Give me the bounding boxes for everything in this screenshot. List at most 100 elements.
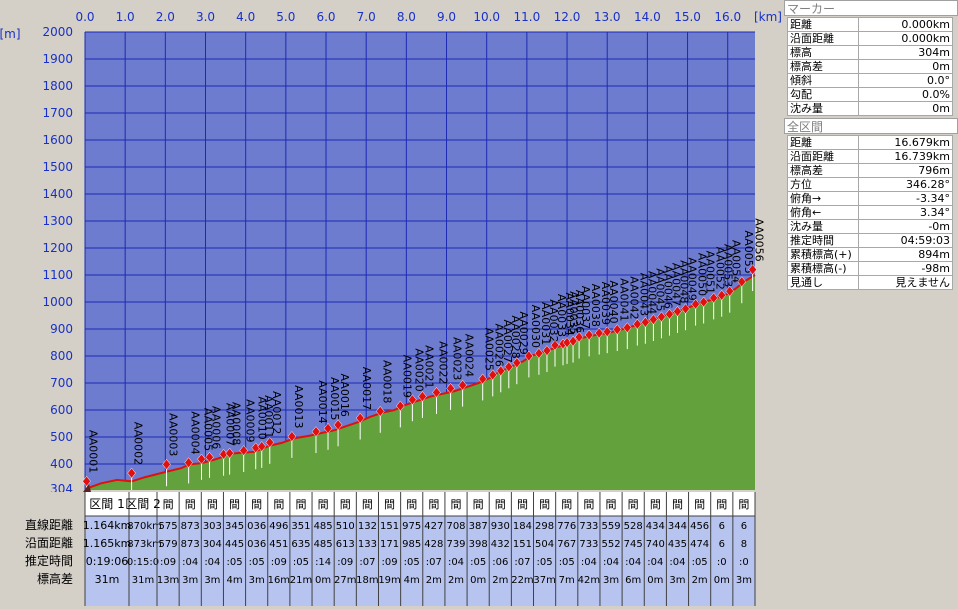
section-table-data-bg bbox=[85, 516, 755, 606]
waypoint-marker[interactable] bbox=[665, 308, 674, 320]
waypoint-marker[interactable] bbox=[432, 387, 441, 398]
total_panel-label: 標高差 bbox=[787, 163, 859, 178]
waypoint-marker[interactable] bbox=[641, 316, 650, 328]
marker-label: AA0003 bbox=[167, 413, 180, 456]
elevation-profile-svg[interactable]: 2000 1900 1800 1700 1600 1500 1400 1300 1200 1100… bbox=[0, 0, 783, 606]
waypoint-marker[interactable] bbox=[478, 373, 488, 385]
section-cell: :04 bbox=[581, 557, 597, 568]
marker-label: AA0052 bbox=[714, 247, 727, 290]
section-cell: 708 bbox=[446, 521, 465, 532]
section-cell: 22m bbox=[511, 575, 533, 586]
section-cell: 510 bbox=[336, 521, 355, 532]
waypoint-marker[interactable] bbox=[691, 298, 700, 310]
waypoint-marker[interactable] bbox=[594, 327, 604, 339]
waypoint-marker[interactable] bbox=[446, 382, 455, 394]
waypoint-marker[interactable] bbox=[622, 322, 632, 334]
waypoint-marker[interactable] bbox=[709, 292, 718, 304]
section-cell: 975 bbox=[402, 521, 421, 532]
waypoint-marker[interactable] bbox=[534, 347, 544, 359]
section-cell: 0m bbox=[315, 575, 331, 586]
waypoint-marker[interactable] bbox=[265, 436, 275, 448]
section-cell: :05 bbox=[692, 557, 708, 568]
waypoint-marker[interactable] bbox=[512, 357, 522, 369]
waypoint-marker[interactable] bbox=[496, 365, 506, 377]
profile-line bbox=[84, 274, 756, 491]
section-header: 間 bbox=[273, 498, 284, 511]
waypoint-marker[interactable] bbox=[333, 419, 343, 431]
marker_panel-value: 0.000km bbox=[858, 31, 953, 46]
waypoint-marker[interactable] bbox=[311, 426, 321, 438]
total_panel-label: 沿面距離 bbox=[787, 149, 859, 164]
total_panel-value: 16.739km bbox=[858, 149, 953, 164]
total_panel-value: 796m bbox=[858, 163, 953, 178]
waypoint-marker[interactable] bbox=[127, 467, 136, 479]
waypoint-marker[interactable] bbox=[408, 394, 417, 406]
section-row-label: 沿面距離 bbox=[25, 536, 73, 550]
waypoint-marker[interactable] bbox=[568, 335, 578, 347]
waypoint-marker[interactable] bbox=[162, 459, 171, 470]
waypoint-marker[interactable] bbox=[82, 475, 91, 487]
waypoint-marker[interactable] bbox=[418, 391, 427, 402]
elevation-profile-chart[interactable]: 2000 1900 1800 1700 1600 1500 1400 1300 1200 1100… bbox=[0, 0, 783, 606]
marker-label: AA0044 bbox=[645, 271, 658, 314]
section-cell: 21m bbox=[290, 575, 312, 586]
waypoint-marker[interactable] bbox=[748, 264, 757, 276]
waypoint-marker[interactable] bbox=[323, 422, 333, 434]
total_panel-value: -3.34° bbox=[858, 191, 953, 206]
waypoint-marker[interactable] bbox=[584, 329, 594, 341]
waypoint-marker[interactable] bbox=[602, 326, 612, 338]
marker_panel-row: 沈み量 0m bbox=[787, 101, 953, 116]
waypoint-marker[interactable] bbox=[542, 345, 552, 357]
waypoint-marker[interactable] bbox=[375, 405, 385, 417]
waypoint-marker[interactable] bbox=[396, 400, 405, 412]
waypoint-marker[interactable] bbox=[550, 339, 560, 351]
waypoint-marker[interactable] bbox=[197, 453, 206, 465]
waypoint-marker[interactable] bbox=[239, 445, 248, 456]
waypoint-marker[interactable] bbox=[612, 324, 622, 335]
marker-label: AA0042 bbox=[627, 276, 640, 319]
section-row-label: 直線距離 bbox=[25, 517, 73, 532]
marker-label: AA0031 bbox=[539, 302, 552, 345]
section-cell: 3m bbox=[669, 575, 685, 586]
waypoint-marker[interactable] bbox=[205, 451, 214, 463]
waypoint-marker[interactable] bbox=[633, 318, 642, 330]
waypoint-marker[interactable] bbox=[184, 457, 193, 469]
section-header: 間 bbox=[185, 498, 196, 511]
section-cell: 18m bbox=[356, 575, 378, 586]
cursor-marker[interactable] bbox=[83, 484, 91, 492]
waypoint-marker[interactable] bbox=[673, 306, 682, 317]
section-cell: 4m bbox=[404, 575, 420, 586]
section-cell: .873km bbox=[124, 539, 162, 550]
marker-label: AA0017 bbox=[360, 367, 373, 410]
waypoint-marker[interactable] bbox=[504, 361, 514, 373]
waypoint-marker[interactable] bbox=[717, 289, 727, 301]
waypoint-marker[interactable] bbox=[725, 285, 735, 297]
waypoint-marker[interactable] bbox=[355, 412, 365, 424]
y-tick-label: 1900 bbox=[42, 52, 73, 66]
total_panel-label: 方位 bbox=[787, 177, 859, 192]
waypoint-marker[interactable] bbox=[488, 369, 498, 381]
waypoint-marker[interactable] bbox=[257, 441, 267, 452]
waypoint-marker[interactable] bbox=[287, 431, 297, 442]
waypoint-marker[interactable] bbox=[574, 331, 584, 343]
marker-label: AA0008 bbox=[230, 402, 243, 445]
section-cell: :04 bbox=[647, 557, 663, 568]
waypoint-marker[interactable] bbox=[699, 296, 708, 308]
section-cell: :04 bbox=[603, 557, 619, 568]
section-cell: 428 bbox=[424, 539, 443, 550]
section-header: 間 bbox=[428, 498, 439, 511]
marker-label: AA0022 bbox=[436, 341, 449, 384]
waypoint-marker[interactable] bbox=[737, 276, 747, 288]
waypoint-marker[interactable] bbox=[681, 303, 690, 315]
waypoint-marker[interactable] bbox=[225, 447, 234, 459]
section-header: 間 bbox=[738, 498, 749, 511]
waypoint-marker[interactable] bbox=[649, 314, 658, 325]
waypoint-marker[interactable] bbox=[524, 350, 534, 362]
section-cell: 0:19:06 bbox=[86, 555, 128, 568]
total_panel-row: 沿面距離 16.739km bbox=[787, 149, 953, 164]
section-cell: 133 bbox=[358, 539, 377, 550]
waypoint-marker[interactable] bbox=[458, 379, 467, 391]
section-cell: :07 bbox=[359, 557, 375, 568]
marker_panel-label: 距離 bbox=[787, 17, 859, 32]
waypoint-marker[interactable] bbox=[657, 311, 666, 323]
